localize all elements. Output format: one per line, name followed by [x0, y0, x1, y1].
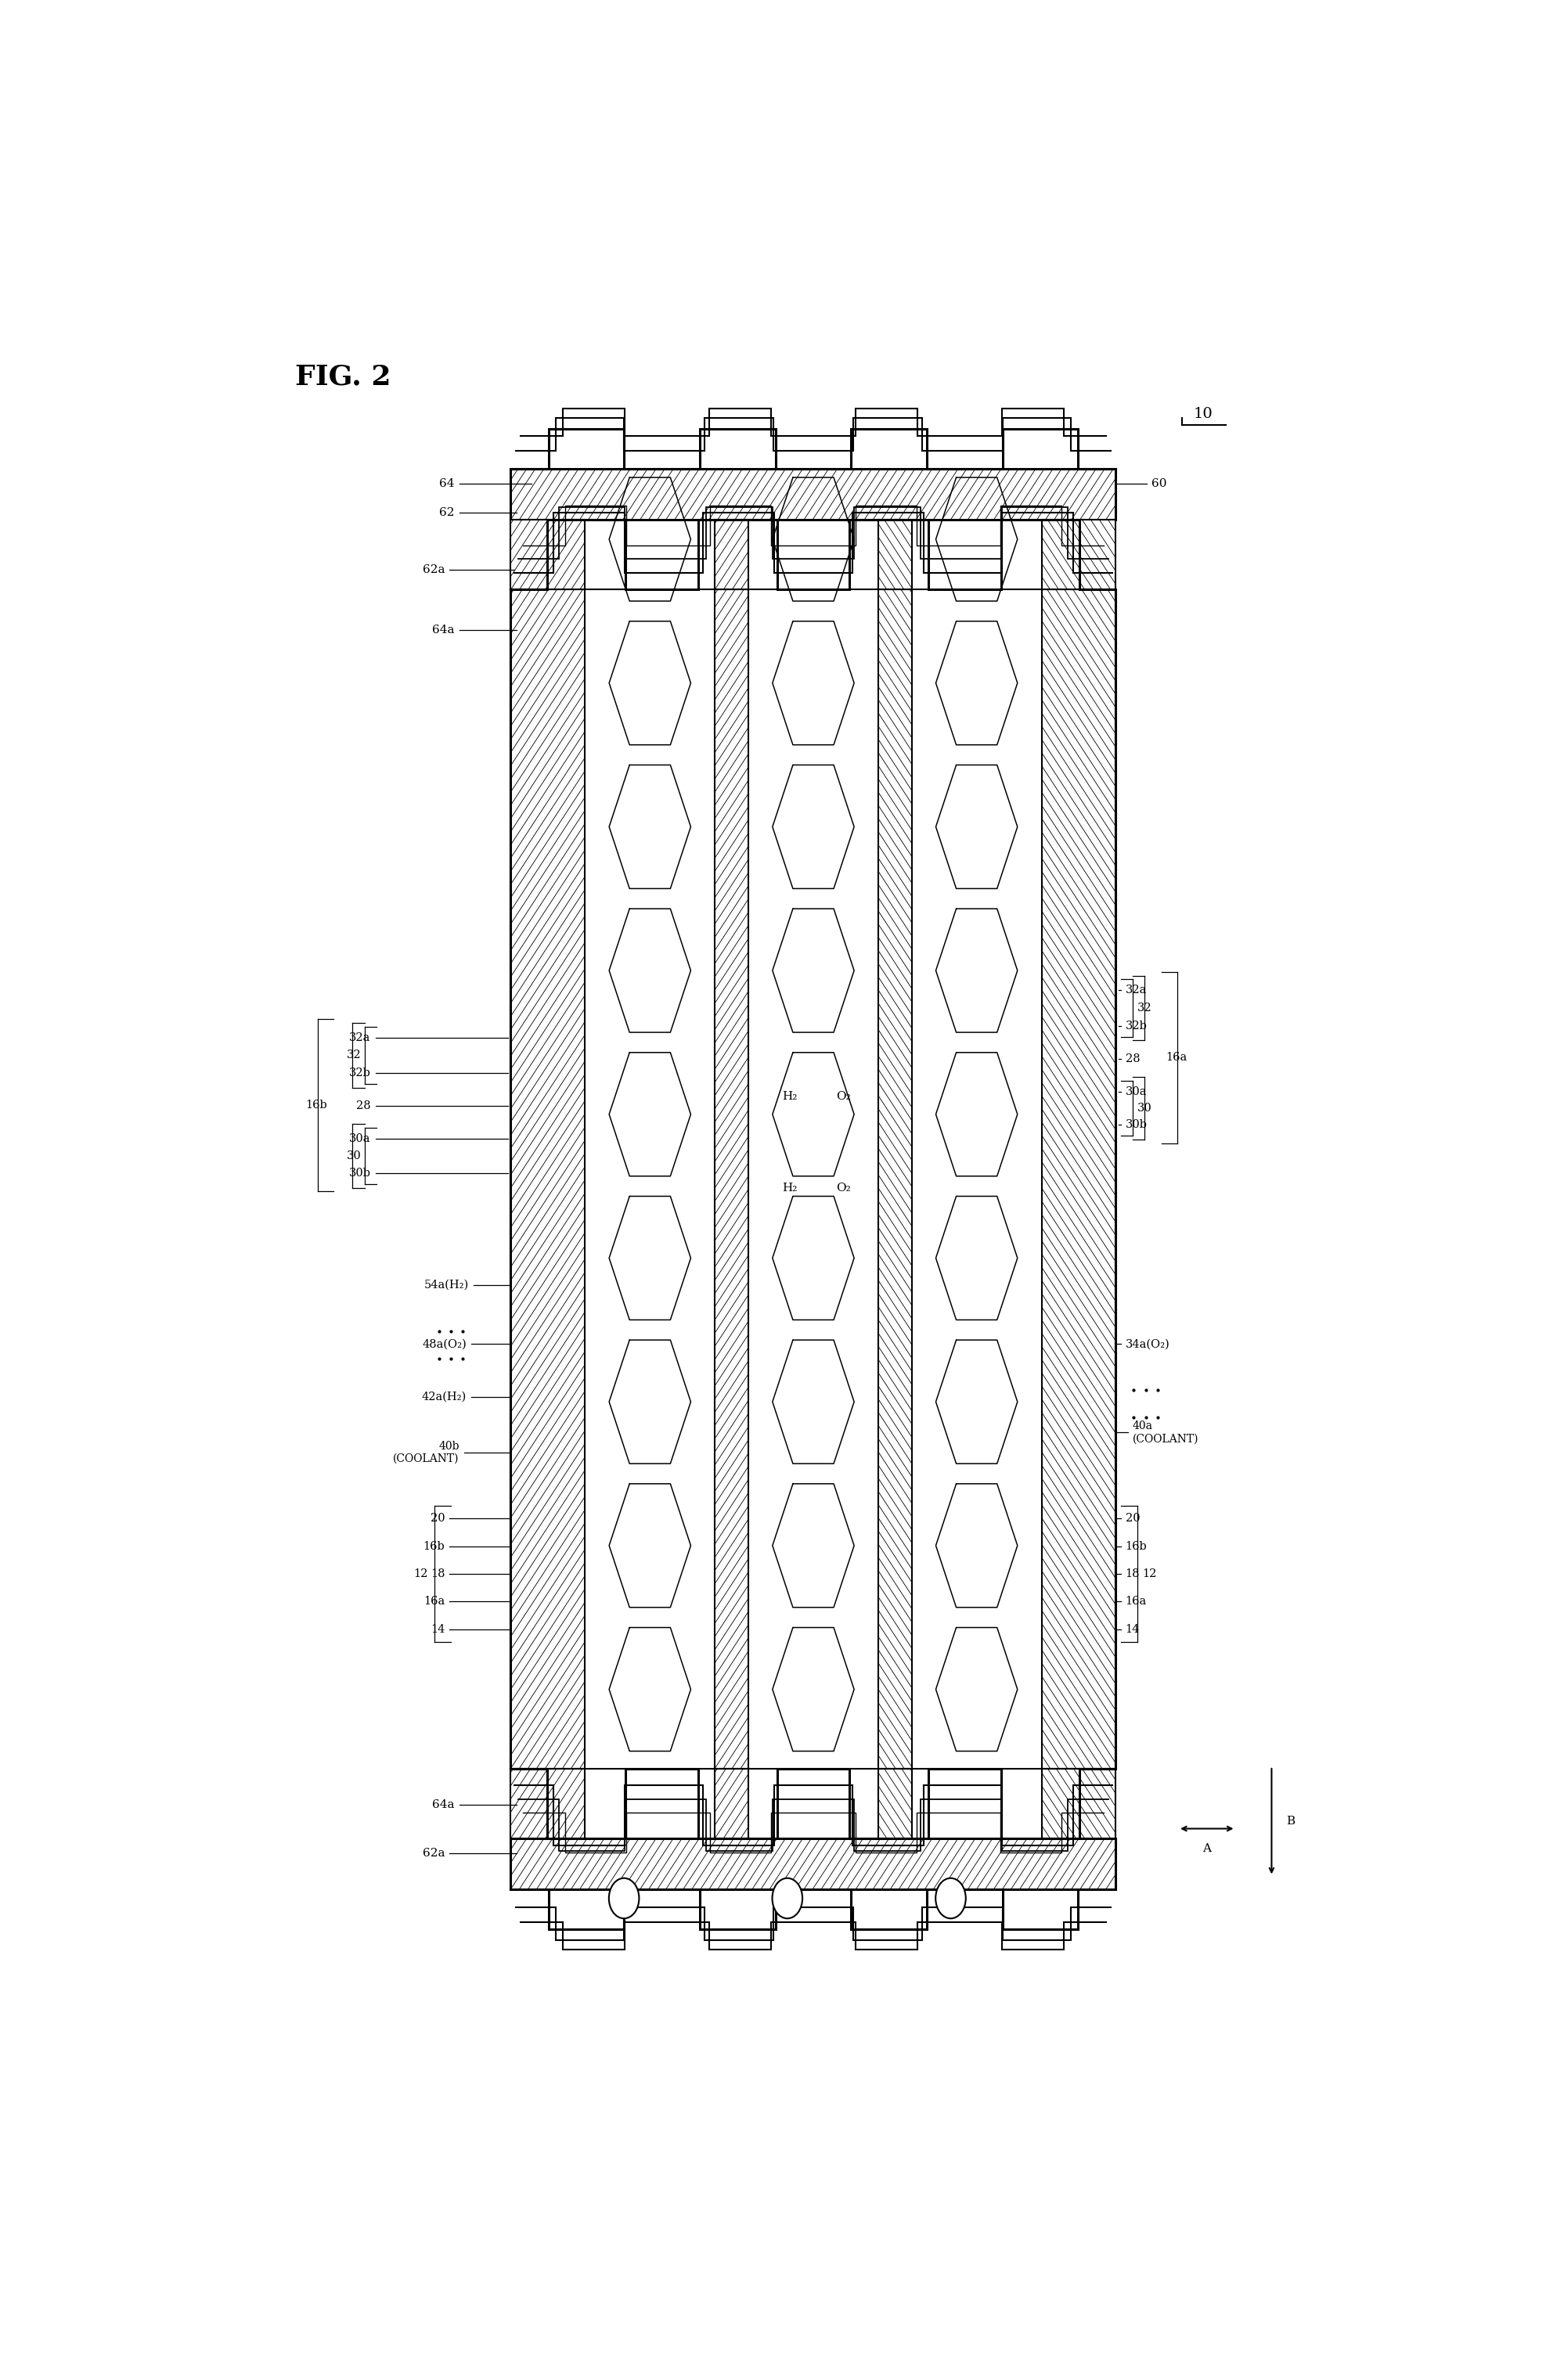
Text: 34a(O₂): 34a(O₂) [1125, 1338, 1170, 1349]
Text: 14: 14 [430, 1623, 445, 1635]
Text: 60: 60 [1152, 478, 1167, 488]
Text: A: A [1203, 1842, 1211, 1854]
Text: 30b: 30b [349, 1169, 371, 1178]
Bar [1042, 519, 1116, 590]
Text: 32a: 32a [349, 1033, 371, 1042]
Text: 16b: 16b [306, 1100, 328, 1111]
Text: 12: 12 [414, 1568, 428, 1580]
Text: 62: 62 [439, 507, 455, 519]
Text: 12: 12 [1142, 1568, 1156, 1580]
Text: 32b: 32b [349, 1066, 371, 1078]
Text: 48a(O₂): 48a(O₂) [422, 1338, 467, 1349]
Bar [714, 590, 748, 1768]
Text: 40a
(COOLANT): 40a (COOLANT) [1133, 1421, 1198, 1445]
Text: 30b: 30b [1125, 1119, 1147, 1130]
Ellipse shape [935, 1878, 966, 1918]
Text: 28: 28 [1125, 1054, 1139, 1064]
Text: 42a(H₂): 42a(H₂) [422, 1392, 467, 1402]
Bar [714, 1768, 748, 1837]
Text: 32: 32 [1138, 1002, 1152, 1014]
Text: 64: 64 [439, 478, 455, 488]
Bar [510, 1837, 1116, 1890]
Text: 64a: 64a [433, 1799, 455, 1811]
Text: O₂: O₂ [836, 1183, 850, 1195]
Text: 30a: 30a [1125, 1085, 1147, 1097]
Bar [878, 519, 912, 590]
Bar [1042, 1768, 1116, 1837]
Text: 20: 20 [430, 1514, 445, 1523]
Text: B: B [1286, 1816, 1294, 1828]
Text: 54a(H₂): 54a(H₂) [424, 1280, 468, 1290]
Text: 16a: 16a [1166, 1052, 1187, 1064]
Bar [510, 469, 1116, 519]
Text: 10: 10 [1194, 407, 1214, 421]
Text: H₂: H₂ [782, 1183, 796, 1195]
Ellipse shape [773, 1878, 802, 1918]
Text: 40b
(COOLANT): 40b (COOLANT) [393, 1440, 459, 1464]
Text: 16b: 16b [1125, 1542, 1147, 1552]
Bar [714, 519, 748, 590]
Text: 62a: 62a [422, 1847, 445, 1859]
Text: 18: 18 [430, 1568, 445, 1580]
Text: 32b: 32b [1125, 1021, 1147, 1031]
Bar [878, 590, 912, 1768]
Text: 32: 32 [346, 1050, 362, 1061]
Text: 20: 20 [1125, 1514, 1139, 1523]
Text: 30a: 30a [349, 1133, 371, 1145]
Bar [510, 519, 584, 590]
Text: 30: 30 [346, 1150, 362, 1161]
Text: 32a: 32a [1125, 985, 1147, 995]
Text: 62a: 62a [422, 564, 445, 576]
Ellipse shape [609, 1878, 638, 1918]
Text: 18: 18 [1125, 1568, 1139, 1580]
Bar [1042, 590, 1116, 1768]
Bar [510, 1768, 584, 1837]
Text: H₂: H₂ [782, 1090, 796, 1102]
Text: O₂: O₂ [836, 1090, 850, 1102]
Text: 16a: 16a [424, 1595, 445, 1607]
Bar [510, 590, 584, 1768]
Bar [878, 1768, 912, 1837]
Text: FIG. 2: FIG. 2 [295, 364, 391, 390]
Text: 28: 28 [356, 1100, 371, 1111]
Text: 16b: 16b [424, 1542, 445, 1552]
Text: 16a: 16a [1125, 1595, 1147, 1607]
Text: 14: 14 [1125, 1623, 1139, 1635]
Text: 30: 30 [1138, 1102, 1152, 1114]
Text: 64a: 64a [433, 624, 455, 635]
